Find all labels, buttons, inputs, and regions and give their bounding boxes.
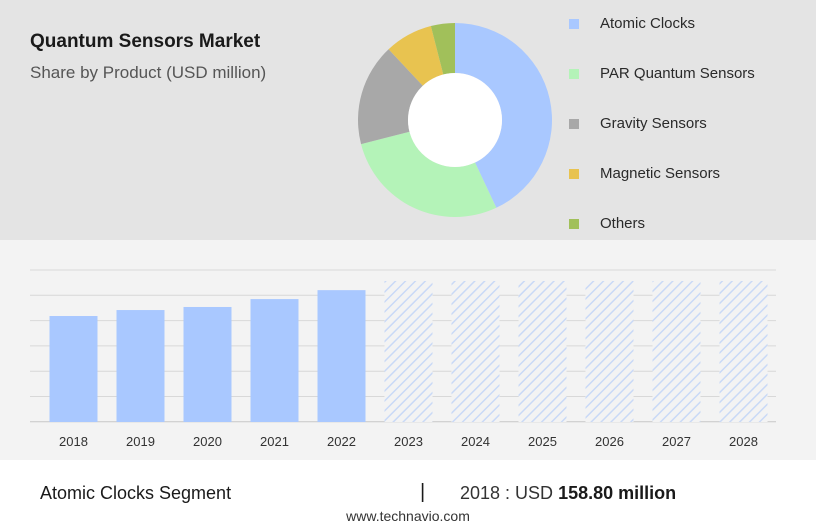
x-tick-label: 2025 [528,434,557,449]
segment-value: 2018 : USD 158.80 million [460,483,676,504]
donut-slice-gravity-sensors [358,49,423,145]
legend-label: Atomic Clocks [600,15,696,32]
bar-2021 [250,299,299,422]
donut-slice-magnetic-sensors [388,26,444,86]
donut-chart [358,23,552,218]
bar-2020 [183,306,232,422]
footer-divider: | [420,481,426,503]
bar-2027-forecast [652,281,701,422]
legend-swatch [569,219,579,229]
legend-label: Magnetic Sensors [600,165,721,182]
x-tick-label: 2024 [461,434,490,449]
bar-2025-forecast [518,281,567,422]
legend-label: Others [600,215,646,232]
bar-2019 [116,310,165,422]
segment-label: Atomic Clocks Segment [40,483,232,503]
x-tick-label: 2027 [662,434,691,449]
top-panel: Quantum Sensors Market Share by Product … [0,0,816,240]
bar-chart: 2018 2019 2020 2021 2022 2023 2024 2025 2026 2027… [30,269,776,449]
x-tick-label: 2023 [394,434,423,449]
x-tick-label: 2028 [729,434,758,449]
bar-2026-forecast [585,281,634,422]
segment-value-prefix: 2018 : USD [460,483,554,503]
x-tick-label: 2021 [260,434,289,449]
x-tick-label: 2019 [126,434,155,449]
bar-2028-forecast [719,281,768,422]
source-link[interactable]: www.technavio.com [346,508,470,524]
x-tick-label: 2020 [193,434,222,449]
chart-subtitle: Share by Product (USD million) [30,63,267,82]
segment-value-amount: 158.80 million [558,483,677,503]
x-tick-label: 2026 [595,434,624,449]
bar-2022 [317,290,366,422]
legend-swatch [569,119,579,129]
legend-swatch [569,19,579,29]
legend-label: PAR Quantum Sensors [600,65,755,82]
chart-title: Quantum Sensors Market [30,31,261,52]
legend-swatch [569,169,579,179]
donut-hole [408,73,502,167]
legend-swatch [569,69,579,79]
donut-slice-par-quantum-sensors [361,131,497,218]
legend-label: Gravity Sensors [600,115,707,132]
donut-slice-atomic-clocks [455,23,552,208]
x-tick-label: 2018 [59,434,88,449]
bar-2018 [49,316,98,422]
bar-2023-forecast [384,281,433,422]
bar-panel: 2018 2019 2020 2021 2022 2023 2024 2025 2026 2027… [0,240,816,460]
bar-2024-forecast [451,281,500,422]
donut-slice-others [430,23,455,75]
x-tick-label: 2022 [327,434,356,449]
